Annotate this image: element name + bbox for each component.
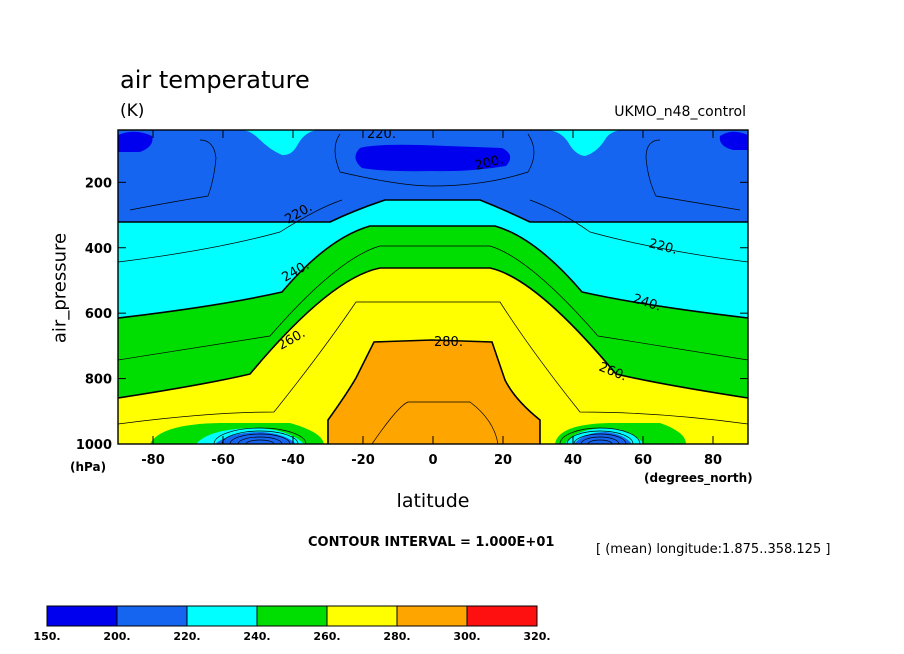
contour-line-210-right [645, 139, 741, 211]
contour-line-230-right [529, 199, 748, 263]
x-tick-label: -20 [351, 453, 375, 468]
band-low-left-200 [215, 432, 296, 444]
x-tick-label: -60 [211, 453, 235, 468]
y-axis-unit: (hPa) [70, 460, 107, 474]
x-axis-unit: (degrees_north) [644, 471, 753, 485]
x-tick-label: -40 [281, 453, 305, 468]
band-150-200-left [118, 131, 153, 152]
colorbar-label: 280. [383, 630, 410, 643]
x-tick-label: -80 [141, 453, 165, 468]
dataset-name: UKMO_n48_control [614, 104, 746, 120]
x-axis-label: latitude [396, 490, 470, 512]
colorbar-swatch [186, 605, 258, 627]
contour-line-220 [118, 199, 748, 223]
contour-line-280 [327, 339, 541, 444]
y-tick-label: 800 [85, 373, 112, 388]
colorbar-label: 320. [523, 630, 550, 643]
band-280-300 [328, 340, 540, 444]
contour-ring-left [237, 436, 283, 444]
chart-title: air temperature [120, 66, 310, 94]
contour-fills: 220.200.220.220.240.240.260. 280.260. [118, 127, 748, 444]
y-tick-label: 600 [85, 307, 112, 322]
contour-ring-left [221, 430, 299, 444]
y-tick-label: 200 [85, 176, 112, 191]
contour-line-260 [118, 267, 748, 399]
contour-label: 220. [647, 236, 679, 258]
contour-line-230-left [118, 199, 343, 263]
band-150-200-right [719, 131, 748, 150]
colorbar-label: 150. [33, 630, 60, 643]
band-200-220 [118, 130, 748, 222]
x-tick-label: 40 [564, 453, 582, 468]
x-tick-label: 80 [704, 453, 722, 468]
contour-label: 200. [473, 152, 505, 174]
colorbar-swatch [326, 605, 398, 627]
y-tick-label: 400 [85, 242, 112, 257]
contour-interval: CONTOUR INTERVAL = 1.000E+01 [308, 535, 555, 550]
contour-ring-left [229, 433, 291, 444]
contour-line-290 [371, 401, 499, 444]
contour-ring-right [580, 436, 620, 444]
contour-line-270 [118, 301, 748, 425]
colorbar-label: 300. [453, 630, 480, 643]
contour-ring-right [587, 439, 613, 444]
y-tick-label: 1000 [76, 438, 112, 453]
band-150-200-top [355, 144, 511, 172]
colorbar-label: 240. [243, 630, 270, 643]
colorbar-swatch [466, 605, 538, 627]
contour-label: 220. [367, 127, 396, 142]
contour-label: 280. [434, 335, 463, 350]
contour-ring-right [573, 433, 627, 444]
colorbar-swatch [46, 605, 118, 627]
x-tick-label: 20 [494, 453, 512, 468]
contour-line-240 [118, 225, 748, 319]
contour-line-210-left [129, 139, 217, 211]
colorbar-label: 260. [313, 630, 340, 643]
contour-ring-right [566, 430, 634, 444]
contour-ring-left [213, 427, 307, 444]
mean-note: [ (mean) longitude:1.875..358.125 ] [596, 542, 831, 557]
colorbar-swatch [116, 605, 188, 627]
colorbar-label: 200. [103, 630, 130, 643]
contour-line-250 [118, 245, 748, 361]
contour-ring-right [559, 427, 641, 444]
colorbar-swatch [396, 605, 468, 627]
x-tick-label: 0 [428, 453, 437, 468]
colorbar-label: 220. [173, 630, 200, 643]
colorbar-swatch [256, 605, 328, 627]
x-tick-label: 60 [634, 453, 652, 468]
contour-line-210-top [334, 133, 535, 187]
chart-units: (K) [120, 101, 145, 121]
contour-ring-left [245, 439, 275, 444]
